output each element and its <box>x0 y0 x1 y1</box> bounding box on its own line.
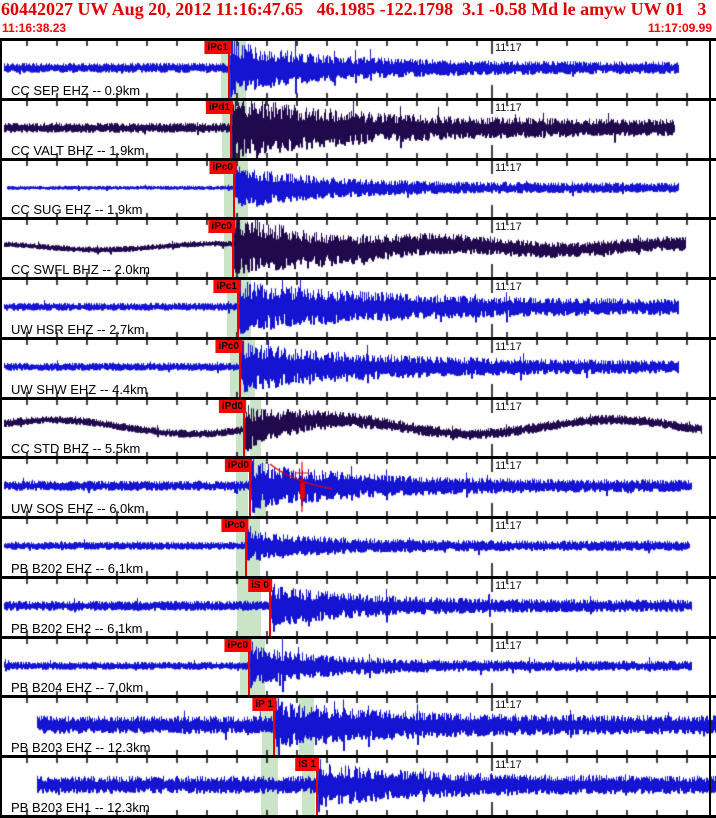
phase-pick-line[interactable] <box>237 280 239 337</box>
phase-pick-label[interactable]: iPc0 <box>209 160 236 174</box>
waveform-canvas[interactable] <box>2 100 716 158</box>
phase-pick-label[interactable]: iPd0 <box>218 399 246 413</box>
trace-panel: iPc0 11:17 CC SWFL BHZ -- 2.0km <box>2 220 716 281</box>
minute-time-label: 11:17 <box>495 520 522 533</box>
trace-stack: iPc1 11:17 CC SEP EHZ -- 0.9km iPd1 11:17 CC … <box>0 38 716 818</box>
phase-pick-line[interactable] <box>248 638 250 696</box>
phase-pick-line[interactable] <box>316 758 318 815</box>
phase-pick-label[interactable]: iPc0 <box>215 339 242 353</box>
phase-pick-label[interactable]: iPc1 <box>213 280 240 294</box>
phase-pick-line[interactable] <box>228 41 230 98</box>
trace-panel: iPc1 11:17 CC SEP EHZ -- 0.9km <box>2 41 716 101</box>
station-label: CC VALT BHZ -- 1.9km <box>11 142 145 158</box>
minute-time-label: 11:17 <box>495 101 522 114</box>
phase-pick-line[interactable] <box>230 100 232 158</box>
trace-panel: iPc0 11:17 UW SHW EHZ -- 4.4km <box>2 339 716 400</box>
phase-pick-label[interactable]: iP 1 <box>252 698 276 712</box>
minute-time-label: 11:17 <box>495 42 522 54</box>
phase-pick-label[interactable]: iPd0 <box>224 459 252 473</box>
trace-panel: iS 1 11:17 PB B203 EH1 -- 12.3km <box>2 758 716 818</box>
phase-pick-label[interactable]: iPc1 <box>204 41 231 54</box>
station-label: CC STD BHZ -- 5.5km <box>11 441 141 457</box>
waveform-canvas[interactable] <box>2 280 716 337</box>
station-label: PB B204 EHZ -- 7.0km <box>11 680 144 696</box>
trace-panel: iPd1 11:17 CC VALT BHZ -- 1.9km <box>2 100 716 161</box>
minute-time-label: 11:17 <box>495 281 522 294</box>
phase-pick-label[interactable]: iPc0 <box>208 220 235 234</box>
station-label: CC SEP EHZ -- 0.9km <box>11 82 141 98</box>
minute-time-label: 11:17 <box>495 340 522 353</box>
waveform-canvas[interactable] <box>2 459 716 517</box>
waveform-canvas[interactable] <box>2 160 716 218</box>
phase-pick-line[interactable] <box>233 160 235 218</box>
waveform-canvas[interactable] <box>2 519 716 576</box>
waveform-canvas[interactable] <box>2 638 716 696</box>
station-label: PB B203 EH1 -- 12.3km <box>11 799 150 815</box>
phase-pick-label[interactable]: iS 0 <box>248 578 272 592</box>
phase-pick-label[interactable]: iPc0 <box>221 519 248 533</box>
trace-panel: iPc0 11:17 CC SUG EHZ -- 1.9km <box>2 160 716 221</box>
window-start-time: 11:16:38.23 <box>2 21 67 35</box>
waveform-canvas[interactable] <box>2 41 716 98</box>
waveform-canvas[interactable] <box>2 339 716 397</box>
waveform-canvas[interactable] <box>2 220 716 278</box>
phase-pick-label[interactable]: iS 1 <box>295 758 319 772</box>
minute-time-label: 11:17 <box>495 161 522 174</box>
phase-pick-line[interactable] <box>239 339 241 397</box>
waveform-canvas[interactable] <box>2 758 716 815</box>
trace-panel: iPd0 11:17 CC STD BHZ -- 5.5km <box>2 399 716 460</box>
minute-time-label: 11:17 <box>495 221 522 234</box>
station-label: UW HSR EHZ -- 2.7km <box>11 321 145 337</box>
trace-panel: iP 1 11:17 PB B203 EHZ -- 12.3km <box>2 698 716 759</box>
plot-right-border <box>709 38 711 818</box>
event-header: 60442027 UW Aug 20, 2012 11:16:47.65 46.… <box>1 0 707 19</box>
station-label: CC SWFL BHZ -- 2.0km <box>11 262 150 278</box>
phase-pick-line[interactable] <box>232 220 234 278</box>
phase-pick-line[interactable] <box>243 399 245 457</box>
trace-panel: iPd0 11:17 UW SOS EHZ -- 6.0km <box>2 459 716 520</box>
waveform-canvas[interactable] <box>2 698 716 756</box>
waveform-canvas[interactable] <box>2 399 716 457</box>
minute-time-label: 11:17 <box>495 639 522 652</box>
phase-pick-line[interactable] <box>273 698 275 756</box>
trace-panel: iPc1 11:17 UW HSR EHZ -- 2.7km <box>2 280 716 340</box>
station-label: CC SUG EHZ -- 1.9km <box>11 202 143 218</box>
waveform-canvas[interactable] <box>2 578 716 636</box>
trace-panel: iPc0 11:17 PB B202 EHZ -- 6.1km <box>2 519 716 579</box>
minute-time-label: 11:17 <box>495 579 522 592</box>
station-label: UW SHW EHZ -- 4.4km <box>11 381 148 397</box>
station-label: PB B203 EHZ -- 12.3km <box>11 740 151 756</box>
phase-pick-label[interactable]: iPc0 <box>224 638 251 652</box>
minute-time-label: 11:17 <box>495 759 522 772</box>
window-end-time: 11:17:09.99 <box>647 21 712 35</box>
phase-pick-line[interactable] <box>245 519 247 576</box>
minute-time-label: 11:17 <box>495 400 522 413</box>
minute-time-label: 11:17 <box>495 460 522 473</box>
station-label: PB B202 EH2 -- 6.1km <box>11 620 143 636</box>
station-label: PB B202 EHZ -- 6.1km <box>11 560 144 576</box>
trace-panel: iPc0 11:17 PB B204 EHZ -- 7.0km <box>2 638 716 699</box>
time-range-bar: 11:16:38.23 11:17:09.99 <box>2 21 714 37</box>
phase-pick-line[interactable] <box>249 459 251 517</box>
station-label: UW SOS EHZ -- 6.0km <box>11 501 145 517</box>
phase-pick-label[interactable]: iPd1 <box>205 100 233 114</box>
minute-time-label: 11:17 <box>495 699 522 712</box>
trace-panel: iS 0 11:17 PB B202 EH2 -- 6.1km <box>2 578 716 639</box>
phase-pick-line[interactable] <box>269 578 271 636</box>
